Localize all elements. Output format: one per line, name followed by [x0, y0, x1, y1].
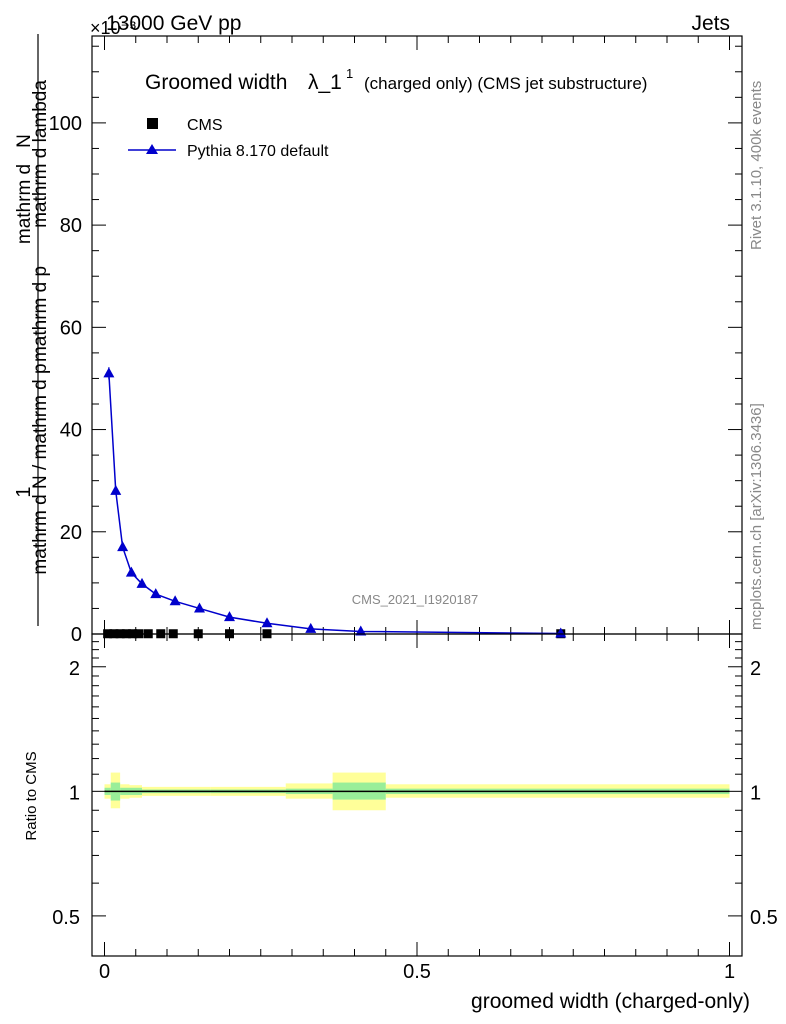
y-tick-label: 60 — [60, 317, 82, 339]
ratio-y-tick-label-right: 0.5 — [750, 907, 778, 929]
x-tick-label: 1 — [724, 961, 735, 983]
pythia-line — [108, 373, 561, 635]
pythia-point — [305, 622, 317, 633]
y-label-numerator-2: mathrm d — [14, 164, 35, 244]
pythia-point — [355, 625, 367, 636]
y-tick-label: 20 — [60, 522, 82, 544]
ratio-y-label: Ratio to CMS — [23, 751, 40, 840]
lower-axes: 0.5 0.5 1 1 2 2 0 0.5 1 — [52, 634, 778, 983]
legend-pythia-label: Pythia 8.170 default — [187, 143, 329, 160]
pythia-point — [150, 588, 162, 599]
pythia-point — [110, 484, 122, 495]
y-tick-label: 0 — [71, 624, 82, 646]
y-label-numerator-n: N — [14, 134, 35, 148]
pythia-point — [261, 617, 273, 628]
y-label-denominator-1: mathrm d N / mathrm d p — [30, 363, 51, 574]
pythia-point — [117, 541, 129, 552]
title-main: Groomed width — [145, 71, 287, 94]
header-left: 13000 GeV pp — [106, 12, 241, 35]
x-axis-label: groomed width (charged-only) — [471, 990, 750, 1013]
mcplots-label: mcplots.cern.ch [arXiv:1306.3436] — [748, 403, 765, 630]
rivet-label: Rivet 3.1.10, 400k events — [748, 81, 765, 250]
upper-axes: 0 20 40 60 80 100 — [49, 36, 742, 646]
ratio-y-tick-label-right: 1 — [750, 782, 761, 804]
pythia-point — [103, 367, 115, 378]
upper-series — [103, 367, 567, 639]
analysis-watermark: CMS_2021_I1920187 — [352, 592, 479, 607]
y-tick-label: 100 — [49, 113, 82, 135]
x-tick-label: 0 — [99, 961, 110, 983]
legend-cms-label: CMS — [187, 117, 223, 134]
pythia-point — [555, 627, 567, 638]
ratio-y-tick-label: 1 — [69, 782, 80, 804]
title-rest: (charged only) (CMS jet substructure) — [364, 74, 647, 93]
x-tick-label: 0.5 — [403, 961, 431, 983]
y-label-denominator-3: mathrm d lambda — [30, 80, 51, 228]
y-label-denominator-2: mathrm d p — [30, 266, 51, 362]
header-right: Jets — [691, 12, 730, 35]
legend-cms-marker — [147, 118, 158, 129]
pythia-point — [125, 566, 137, 577]
pythia-point — [136, 577, 148, 588]
pythia-point — [194, 602, 205, 613]
y-tick-label: 80 — [60, 215, 82, 237]
upper-y-label: 1 mathrm d N mathrm d N / mathrm d p mat… — [13, 34, 51, 626]
ratio-y-tick-label-right: 2 — [750, 658, 761, 680]
y-tick-label: 40 — [60, 420, 82, 442]
ratio-y-tick-label: 0.5 — [52, 907, 80, 929]
pythia-point — [224, 611, 235, 622]
y-exponent: ×10⁻³ — [90, 18, 136, 38]
legend: CMS Pythia 8.170 default — [128, 117, 329, 160]
title-superscript: 1 — [346, 66, 353, 81]
title-symbol: λ_1 — [308, 71, 342, 94]
ratio-y-tick-label: 2 — [69, 658, 80, 680]
legend-pythia-marker — [146, 144, 158, 154]
chart-title: Groomed width λ_1 1 (charged only) (CMS … — [145, 66, 647, 94]
pythia-point — [169, 595, 181, 606]
y-label-numerator-1: 1 — [13, 486, 35, 497]
